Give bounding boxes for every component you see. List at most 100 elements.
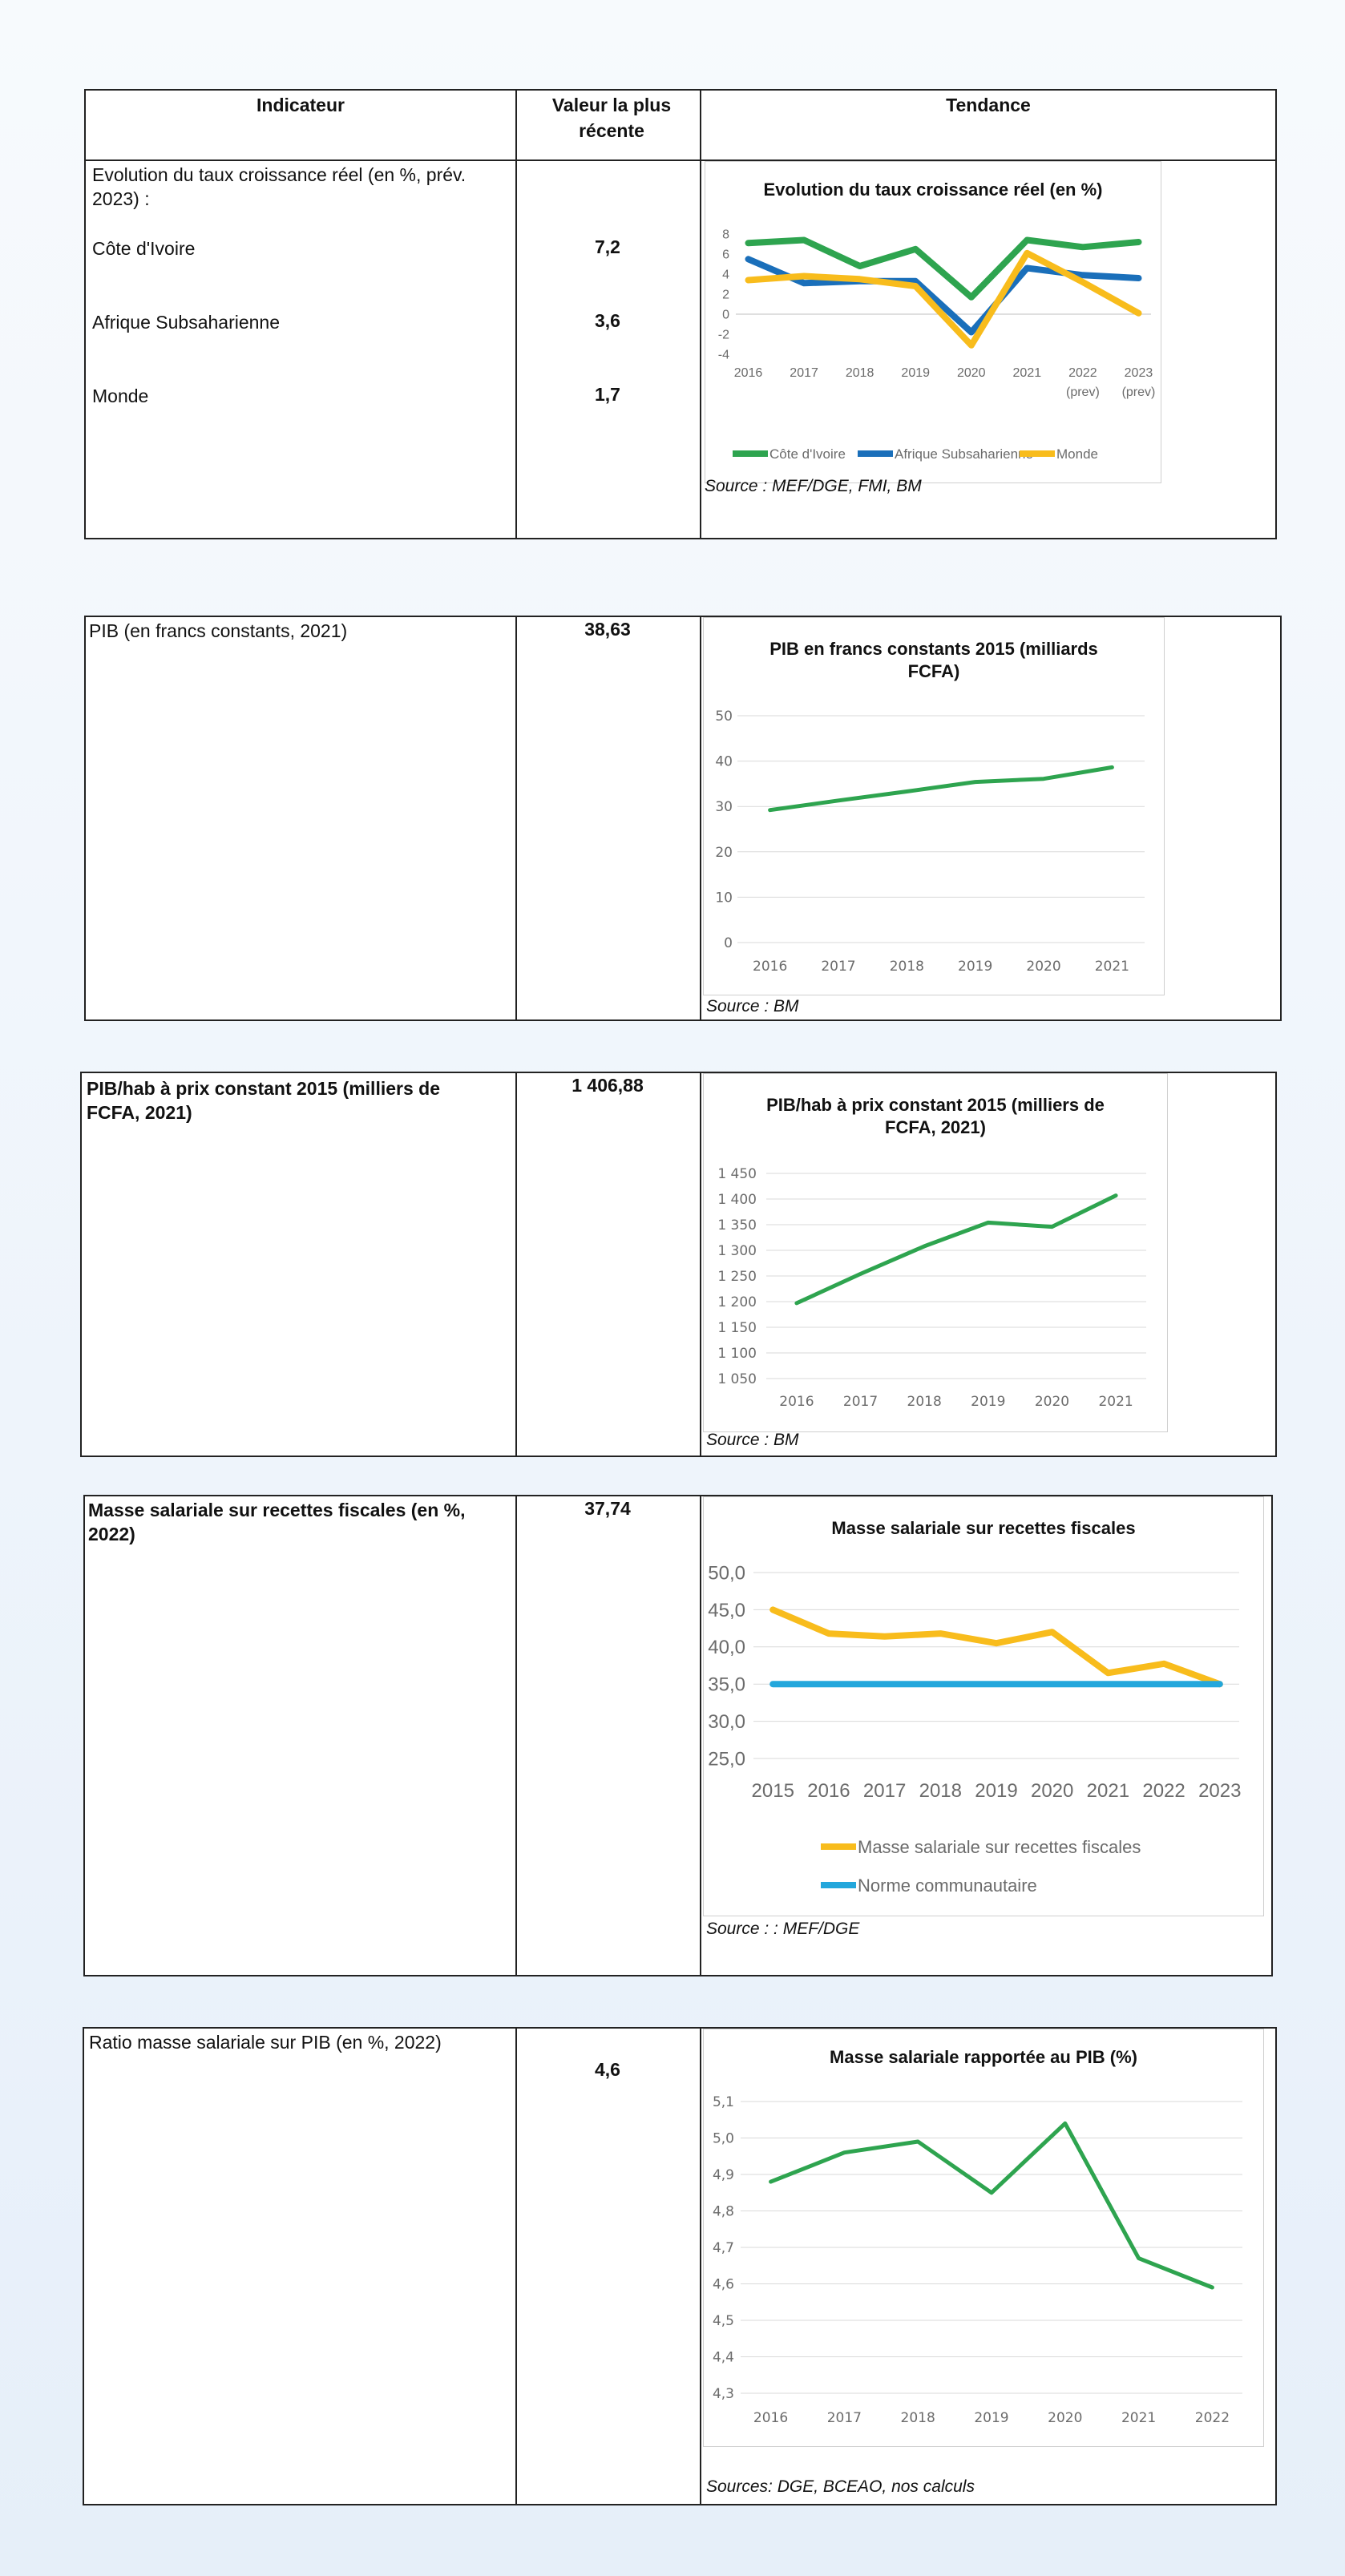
chart-pib-hab: PIB/hab à prix constant 2015 (milliers d… xyxy=(703,1073,1168,1432)
series-line-masse-salariale-sur-recettes-fiscales xyxy=(769,1606,1223,1688)
x-tick-label: 2018 xyxy=(907,1394,942,1410)
y-tick-label: 4,9 xyxy=(713,2167,734,2183)
table-masse-pib: Ratio masse salariale sur PIB (en %, 202… xyxy=(83,2027,1277,2505)
chart-title: Evolution du taux croissance réel (en %) xyxy=(764,180,1103,200)
chart-masse-pib: Masse salariale rapportée au PIB (%) 5,1 5… xyxy=(703,2029,1264,2447)
masse-recettes-value: 37,74 xyxy=(584,1498,631,1519)
row-value-cote-ivoire: 7,2 xyxy=(595,236,620,257)
x-tick-label: 2015 xyxy=(752,1780,794,1802)
y-tick-label: 4,5 xyxy=(713,2313,734,2329)
row-value-afrique: 3,6 xyxy=(595,310,620,331)
header-valeur: Valeur la plus récente xyxy=(551,95,672,141)
x-tick-label: 2021 xyxy=(1013,366,1042,380)
chart-masse-recettes: Masse salariale sur recettes fiscales 50,… xyxy=(703,1496,1264,1916)
x-tick-label: 2022 xyxy=(1195,2410,1230,2426)
y-tick-label: 4,3 xyxy=(713,2386,734,2402)
table-pib: PIB (en francs constants, 2021) 38,63 PI… xyxy=(84,616,1282,1021)
source-pib: Source : BM xyxy=(706,997,799,1015)
x-tick-label: 2019 xyxy=(958,959,992,975)
row-label-cote-ivoire: Côte d'Ivoire xyxy=(92,238,196,259)
y-tick-label: 0 xyxy=(724,935,733,951)
x-tick-label: 2019 xyxy=(974,2410,1008,2426)
x-tick-label: 2016 xyxy=(753,959,787,975)
x-tick-label: 2019 xyxy=(901,366,930,380)
masse-pib-value: 4,6 xyxy=(595,2059,620,2080)
series-line-monde xyxy=(745,249,1142,349)
y-tick-label: 45,0 xyxy=(708,1600,745,1621)
y-tick-label: 8 xyxy=(722,228,729,242)
y-tick-label: 4,8 xyxy=(713,2203,734,2219)
x-tick-label: 2018 xyxy=(919,1780,962,1802)
y-tick-label: 40,0 xyxy=(708,1637,745,1658)
source-pib-hab: Source : BM xyxy=(706,1431,799,1449)
y-tick-label: 1 450 xyxy=(717,1166,757,1182)
y-tick-label: 5,1 xyxy=(713,2094,734,2110)
x-tick-label: 2020 xyxy=(1035,1394,1069,1410)
x-tick-label: 2019 xyxy=(975,1780,1017,1802)
y-tick-label: 4,4 xyxy=(713,2349,734,2365)
y-tick-label: 10 xyxy=(715,890,733,906)
series-line-pib-hab xyxy=(794,1193,1118,1306)
pib-indicator: PIB (en francs constants, 2021) xyxy=(89,620,348,641)
chart-title: FCFA) xyxy=(908,661,960,681)
legend-label: Afrique Subsaharienne xyxy=(895,446,1033,462)
y-tick-label: 1 050 xyxy=(717,1371,757,1387)
chart-masse-pib-svg: Masse salariale rapportée au PIB (%) 5,1 5… xyxy=(713,2047,1242,2426)
source-croissance: Source : MEF/DGE, FMI, BM xyxy=(705,477,922,495)
y-tick-label: 50,0 xyxy=(708,1562,745,1584)
x-tick-label: 2020 xyxy=(1031,1780,1073,1802)
indicator-label: Evolution du taux croissance réel (en %,… xyxy=(92,164,467,209)
x-tick-label: 2020 xyxy=(1026,959,1060,975)
x-tick-label: 2023 xyxy=(1125,366,1153,380)
x-tick-sublabel: (prev) xyxy=(1066,386,1100,399)
table-pib-hab: PIB/hab à prix constant 2015 (milliers d… xyxy=(80,1072,1277,1457)
chart-masse-recettes-svg: Masse salariale sur recettes fiscales 50,… xyxy=(708,1518,1241,1896)
y-tick-label: 2 xyxy=(722,289,729,302)
y-tick-label: 0 xyxy=(722,309,729,322)
chart-croissance: Evolution du taux croissance réel (en %)… xyxy=(705,161,1161,483)
series-line-c-te-d-ivoire xyxy=(745,236,1142,301)
y-tick-label: 1 400 xyxy=(717,1192,757,1208)
y-tick-label: 4,6 xyxy=(713,2276,734,2292)
series-line-masse-salariale-pib xyxy=(769,2121,1214,2290)
y-tick-label: 1 100 xyxy=(717,1346,757,1362)
pib-hab-value: 1 406,88 xyxy=(572,1075,644,1096)
chart-title: Masse salariale sur recettes fiscales xyxy=(831,1518,1135,1538)
legend-label: Côte d'Ivoire xyxy=(769,446,846,462)
x-tick-label: 2021 xyxy=(1087,1780,1129,1802)
y-tick-label: 5,0 xyxy=(713,2130,734,2146)
x-tick-label: 2016 xyxy=(753,2410,788,2426)
header-indicateur: Indicateur xyxy=(256,95,345,115)
x-tick-label: 2017 xyxy=(827,2410,862,2426)
x-tick-label: 2021 xyxy=(1098,1394,1133,1410)
x-tick-label: 2021 xyxy=(1121,2410,1156,2426)
x-tick-label: 2017 xyxy=(843,1394,878,1410)
x-tick-label: 2017 xyxy=(821,959,855,975)
x-tick-label: 2018 xyxy=(901,2410,935,2426)
x-tick-label: 2019 xyxy=(971,1394,1005,1410)
pib-hab-indicator: PIB/hab à prix constant 2015 (milliers d… xyxy=(87,1078,440,1123)
chart-title: Masse salariale rapportée au PIB (%) xyxy=(830,2047,1137,2067)
chart-title: FCFA, 2021) xyxy=(885,1117,986,1137)
y-tick-label: 30,0 xyxy=(708,1711,745,1733)
y-tick-label: -2 xyxy=(718,329,729,342)
chart-title: PIB/hab à prix constant 2015 (milliers d… xyxy=(766,1095,1105,1115)
y-tick-label: 35,0 xyxy=(708,1674,745,1696)
masse-pib-indicator: Ratio masse salariale sur PIB (en %, 202… xyxy=(89,2032,442,2053)
source-masse-recettes: Source : : MEF/DGE xyxy=(706,1920,860,1938)
x-tick-label: 2022 xyxy=(1068,366,1097,380)
y-tick-label: 4 xyxy=(722,269,729,282)
row-label-monde: Monde xyxy=(92,386,149,406)
y-tick-label: 30 xyxy=(715,799,733,815)
chart-pib-hab-svg: PIB/hab à prix constant 2015 (milliers d… xyxy=(717,1095,1146,1410)
y-tick-label: 1 350 xyxy=(717,1217,757,1233)
x-tick-label: 2016 xyxy=(734,366,763,380)
x-tick-label: 2018 xyxy=(890,959,924,975)
y-tick-label: -4 xyxy=(718,349,729,362)
source-masse-pib: Sources: DGE, BCEAO, nos calculs xyxy=(706,2477,975,2496)
table-croissance: Indicateur Valeur la plus récente Tendan… xyxy=(84,89,1277,539)
x-tick-label: 2020 xyxy=(957,366,986,380)
y-tick-label: 4,7 xyxy=(713,2240,734,2256)
series-line-pib xyxy=(768,765,1114,813)
x-tick-label: 2018 xyxy=(846,366,874,380)
